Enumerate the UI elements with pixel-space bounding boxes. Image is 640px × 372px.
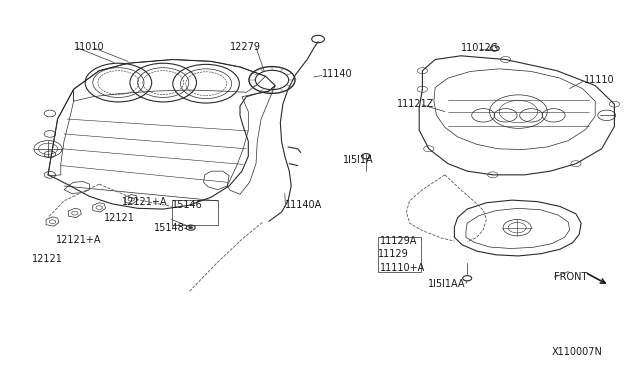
Text: 12121+A: 12121+A [56,235,102,245]
Circle shape [189,227,193,229]
Text: 11010: 11010 [74,42,104,51]
Text: FRONT: FRONT [554,272,588,282]
Text: 11140A: 11140A [285,201,323,210]
Text: 1l5l1A: 1l5l1A [343,155,374,165]
Text: 15146: 15146 [172,201,202,210]
Text: 11121Z: 11121Z [397,99,434,109]
Text: 11129: 11129 [378,249,408,259]
Text: 11110+A: 11110+A [380,263,426,273]
Text: 12121+A: 12121+A [122,198,167,207]
Text: 12121: 12121 [104,213,135,222]
Text: 12121: 12121 [32,254,63,263]
Text: 1l5l1AA: 1l5l1AA [428,279,465,289]
Text: 11140: 11140 [322,70,353,79]
Text: 15148-: 15148- [154,223,188,232]
Text: 12279: 12279 [230,42,261,51]
Text: 11110: 11110 [584,75,614,84]
Text: X110007N: X110007N [552,347,602,356]
Text: 11012G: 11012G [461,43,499,52]
Text: 11129A: 11129A [380,236,417,246]
